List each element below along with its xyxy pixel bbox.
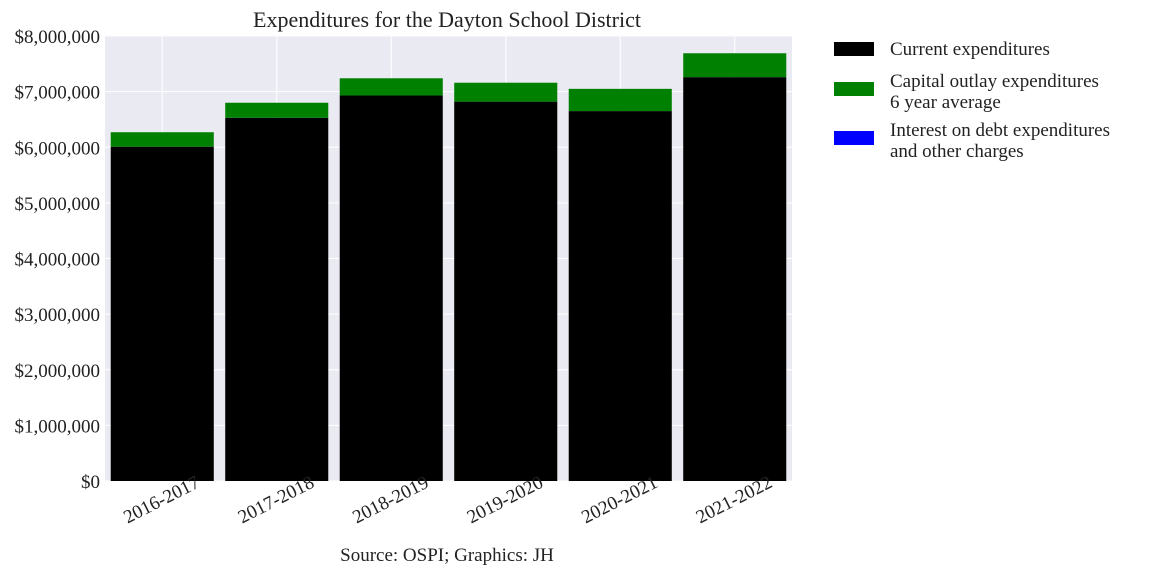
y-tick-label: $5,000,000: [15, 194, 101, 215]
bar-segment: [225, 102, 329, 118]
bar-segment: [110, 132, 214, 147]
y-tick-label: $2,000,000: [15, 361, 101, 382]
chart-title: Expenditures for the Dayton School Distr…: [253, 7, 641, 32]
chart-source: Source: OSPI; Graphics: JH: [340, 545, 554, 566]
y-tick-label: $1,000,000: [15, 416, 101, 437]
y-tick-label: $0: [81, 472, 100, 493]
y-axis: $0 $1,000,000 $2,000,000 $3,000,000 $4,000,0…: [15, 27, 101, 493]
bars: [110, 53, 787, 482]
legend-swatch: [834, 82, 874, 96]
y-tick-label: $6,000,000: [15, 138, 101, 159]
bar-segment: [454, 82, 558, 102]
bar-segment: [683, 53, 787, 78]
bar-segment: [568, 111, 672, 481]
legend-label: Capital outlay expenditures: [890, 71, 1099, 92]
y-tick-label: $8,000,000: [15, 27, 101, 48]
legend-label: Interest on debt expenditures: [890, 120, 1110, 141]
bar-segment: [225, 117, 329, 482]
y-tick-label: $7,000,000: [15, 83, 101, 104]
bar-segment: [683, 77, 787, 481]
bar-segment: [339, 78, 443, 96]
legend-swatch: [834, 131, 874, 145]
y-tick-label: $4,000,000: [15, 250, 101, 271]
bar-segment: [454, 101, 558, 481]
bar-segment: [339, 95, 443, 482]
y-tick-label: $3,000,000: [15, 305, 101, 326]
legend-label: and other charges: [890, 141, 1024, 162]
bar-segment: [568, 88, 672, 112]
legend-swatch: [834, 42, 874, 56]
legend-label: Current expenditures: [890, 39, 1050, 60]
legend-label: 6 year average: [890, 92, 1001, 113]
bar-segment: [110, 146, 214, 481]
legend: Current expenditures Capital outlay expen…: [834, 39, 1110, 162]
